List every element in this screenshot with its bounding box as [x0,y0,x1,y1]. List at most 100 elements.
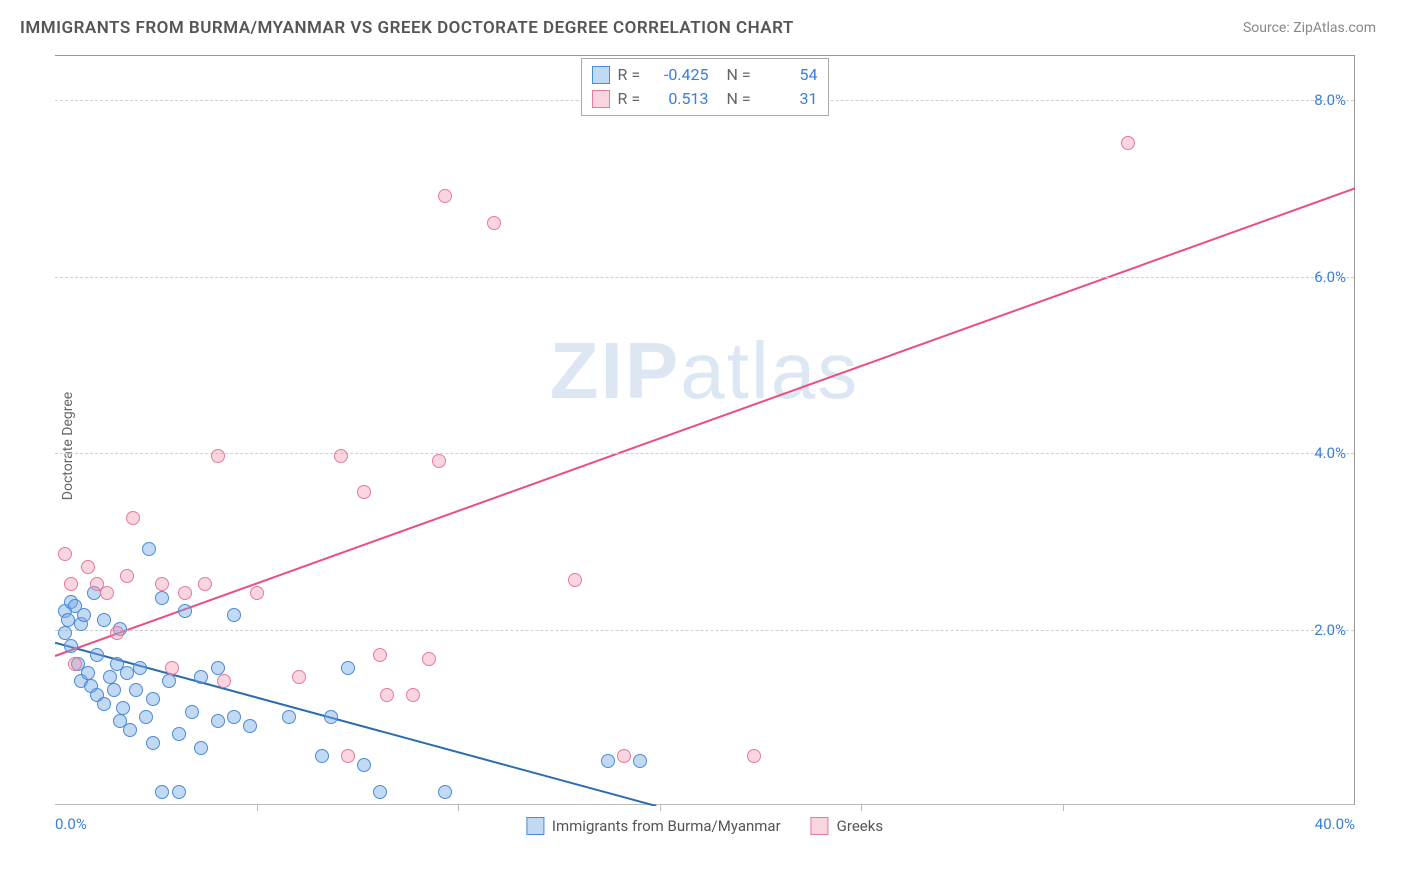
data-point [64,639,78,653]
chart-title: IMMIGRANTS FROM BURMA/MYANMAR VS GREEK D… [20,18,794,38]
watermark: ZIPatlas [550,325,859,417]
data-point [58,547,72,561]
grid-line [55,453,1354,454]
data-point [116,701,130,715]
data-point [432,454,446,468]
data-point [64,577,78,591]
data-point [438,189,452,203]
swatch-series-2 [811,817,829,835]
data-point [165,661,179,675]
data-point [422,652,436,666]
grid-line [55,630,1354,631]
data-point [126,511,140,525]
stats-row-1: R = -0.425 N = 54 [592,63,818,87]
chart-header: IMMIGRANTS FROM BURMA/MYANMAR VS GREEK D… [20,18,1376,38]
stats-legend: R = -0.425 N = 54 R = 0.513 N = 31 [581,58,829,116]
data-point [120,666,134,680]
data-point [373,648,387,662]
data-point [198,577,212,591]
y-tick-label: 4.0% [1314,444,1346,462]
n-value-1: 54 [763,63,818,87]
data-point [77,608,91,622]
data-point [194,741,208,755]
data-point [58,626,72,640]
legend-label-1: Immigrants from Burma/Myanmar [552,817,781,835]
data-point [341,661,355,675]
n-label: N = [727,63,755,87]
data-point [155,591,169,605]
data-point [100,586,114,600]
data-point [438,785,452,799]
data-point [211,714,225,728]
data-point [120,569,134,583]
data-point [194,670,208,684]
watermark-bold: ZIP [550,326,680,415]
data-point [162,674,176,688]
data-point [97,613,111,627]
data-point [81,666,95,680]
n-label: N = [727,87,755,111]
x-minor-tick [660,805,661,811]
data-point [373,785,387,799]
y-tick-label: 6.0% [1314,268,1346,286]
r-value-1: -0.425 [654,63,709,87]
data-point [357,485,371,499]
data-point [380,688,394,702]
data-point [357,758,371,772]
data-point [139,710,153,724]
source-label: Source: ZipAtlas.com [1243,20,1376,36]
r-label: R = [618,63,646,87]
data-point [282,710,296,724]
swatch-series-1 [526,817,544,835]
trend-line [55,188,1355,656]
data-point [103,670,117,684]
swatch-series-1 [592,66,610,84]
data-point [178,604,192,618]
data-point [172,727,186,741]
data-point [1121,136,1135,150]
data-point [185,705,199,719]
data-point [142,542,156,556]
data-point [110,626,124,640]
data-point [227,710,241,724]
data-point [97,697,111,711]
data-point [633,754,647,768]
data-point [123,723,137,737]
data-point [155,577,169,591]
x-tick-label: 40.0% [1315,815,1355,833]
data-point [227,608,241,622]
x-minor-tick [861,805,862,811]
legend-label-2: Greeks [837,817,883,835]
series-legend: Immigrants from Burma/Myanmar Greeks [526,817,883,835]
data-point [81,560,95,574]
data-point [211,449,225,463]
r-value-2: 0.513 [654,87,709,111]
data-point [211,661,225,675]
x-minor-tick [458,805,459,811]
data-point [747,749,761,763]
r-label: R = [618,87,646,111]
watermark-rest: atlas [680,326,859,415]
chart-container: IMMIGRANTS FROM BURMA/MYANMAR VS GREEK D… [0,0,1406,892]
data-point [617,749,631,763]
data-point [341,749,355,763]
legend-item-1: Immigrants from Burma/Myanmar [526,817,781,835]
data-point [68,657,82,671]
grid-line [55,277,1354,278]
swatch-series-2 [592,90,610,108]
y-tick-label: 2.0% [1314,621,1346,639]
data-point [129,683,143,697]
n-value-2: 31 [763,87,818,111]
data-point [315,749,329,763]
data-point [292,670,306,684]
trend-lines [55,56,1355,806]
data-point [243,719,257,733]
data-point [250,586,264,600]
data-point [155,785,169,799]
data-point [146,736,160,750]
data-point [178,586,192,600]
data-point [217,674,231,688]
x-tick-label: 0.0% [55,815,87,833]
x-axis-line [55,804,1354,805]
data-point [334,449,348,463]
